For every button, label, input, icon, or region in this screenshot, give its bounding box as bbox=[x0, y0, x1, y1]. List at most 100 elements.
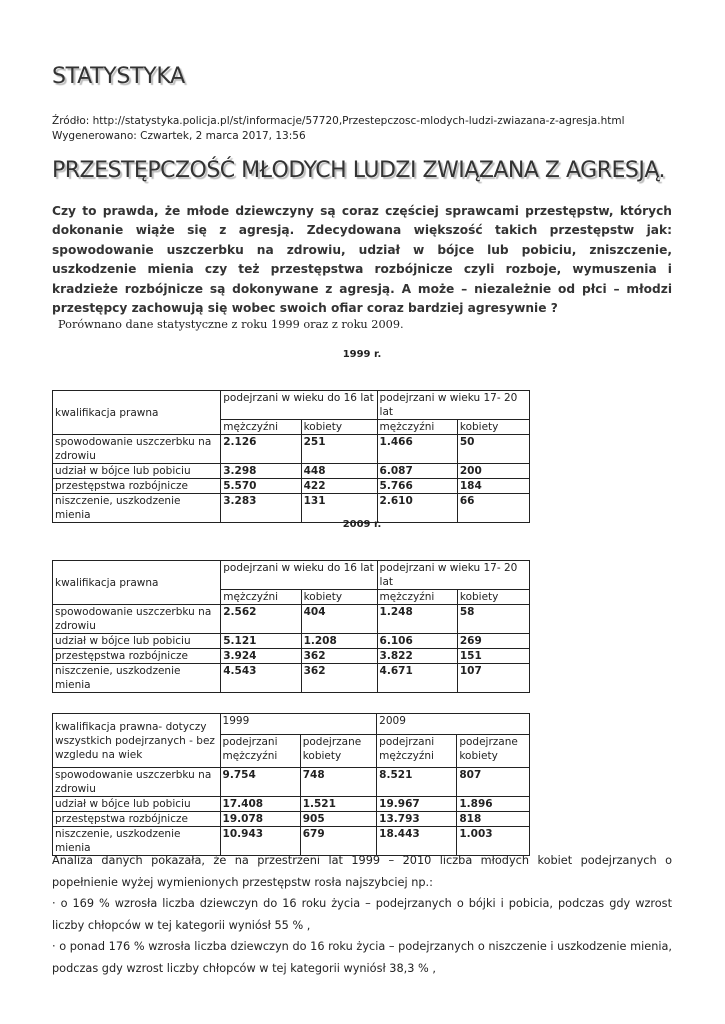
header-subcolumn: mężczyźni bbox=[220, 419, 302, 435]
analysis-paragraph: Analiza danych pokazała, że na przestrze… bbox=[52, 854, 672, 889]
header-label: kwalifikacja prawna- dotyczy wszystkich … bbox=[52, 713, 221, 768]
header-row: kwalifikacja prawna podejrzani w wieku d… bbox=[51, 560, 531, 605]
analysis-bullet: · o 169 % wzrosła liczba dziewczyn do 16… bbox=[52, 897, 672, 932]
table-cell-value: 251 bbox=[300, 434, 378, 464]
table-cell-value: 1.466 bbox=[376, 434, 458, 464]
header-group: podejrzani w wieku do 16 lat bbox=[220, 560, 378, 590]
table-cell-value: 9.754 bbox=[219, 767, 301, 797]
table-cell-label: udział w bójce lub pobiciu bbox=[51, 633, 222, 649]
header-subcolumn: mężczyźni bbox=[376, 589, 458, 605]
comparison-note: Porównano dane statystyczne z roku 1999 … bbox=[58, 318, 404, 331]
table-row: niszczenie, uszkodzenie mienia 10.943 679 1… bbox=[52, 826, 530, 856]
table-cell-value: 10.943 bbox=[219, 826, 301, 856]
table-cell-value: 5.766 bbox=[376, 478, 458, 494]
site-title: STATYSTYKA bbox=[52, 64, 185, 89]
article-title: PRZESTĘPCZOŚĆ MŁODYCH LUDZI ZWIĄZANA Z A… bbox=[52, 158, 666, 183]
table-cell-value: 269 bbox=[456, 633, 531, 649]
header-label: kwalifikacja prawna bbox=[51, 560, 222, 605]
table-row: udział w bójce lub pobiciu 3.298 448 6.087 2… bbox=[51, 463, 531, 479]
table-cell-value: 50 bbox=[456, 434, 531, 464]
table-cell-value: 2.562 bbox=[220, 604, 302, 634]
table-cell-value: 107 bbox=[456, 663, 531, 693]
table-cell-value: 1.208 bbox=[300, 633, 378, 649]
table-cell-value: 3.822 bbox=[376, 648, 458, 664]
header-row: podejrzani mężczyźni podejrzane kobiety po… bbox=[53, 734, 530, 768]
table-cell-value: 3.924 bbox=[220, 648, 302, 664]
header-group: podejrzani w wieku do 16 lat bbox=[220, 390, 378, 420]
header-subcolumn: podejrzane kobiety bbox=[299, 734, 378, 768]
source-line: Źródło: http://statystyka.policja.pl/st/… bbox=[52, 115, 625, 127]
header-subcolumn: podejrzani mężczyźni bbox=[219, 734, 301, 768]
header-subcolumn: podejrzane kobiety bbox=[456, 734, 530, 768]
table-cell-label: przestępstwa rozbójnicze bbox=[52, 811, 221, 827]
table-cell-value: 13.793 bbox=[376, 811, 458, 827]
table-cell-label: spowodowanie uszczerbku na zdrowiu bbox=[51, 434, 222, 464]
lead-paragraph: Czy to prawda, że młode dziewczyny są co… bbox=[52, 204, 672, 316]
table-cell-value: 362 bbox=[300, 648, 378, 664]
table-row: niszczenie, uszkodzenie mienia 4.543 362 4.… bbox=[51, 663, 531, 693]
header-subcolumn: mężczyźni bbox=[220, 589, 302, 605]
header-subcolumn: podejrzani mężczyźni bbox=[376, 734, 458, 768]
table-cell-value: 404 bbox=[300, 604, 378, 634]
table-cell-value: 1.248 bbox=[376, 604, 458, 634]
table-cell-value: 5.121 bbox=[220, 633, 302, 649]
table-cell-value: 2.610 bbox=[376, 493, 458, 523]
table-row: niszczenie, uszkodzenie mienia 3.283 131 2.… bbox=[51, 493, 531, 523]
table-cell-value: 184 bbox=[456, 478, 531, 494]
table-cell-label: udział w bójce lub pobiciu bbox=[52, 796, 221, 812]
table-cell-value: 4.671 bbox=[376, 663, 458, 693]
table-cell-label: spowodowanie uszczerbku na zdrowiu bbox=[51, 604, 222, 634]
table-cell-label: spowodowanie uszczerbku na zdrowiu bbox=[52, 767, 221, 797]
header-group: podejrzani w wieku 17- 20 lat bbox=[376, 560, 531, 590]
table-cell-label: niszczenie, uszkodzenie mienia bbox=[51, 493, 222, 523]
table-cell-value: 19.078 bbox=[219, 811, 301, 827]
table-cell-value: 422 bbox=[300, 478, 378, 494]
table-cell-value: 807 bbox=[456, 767, 530, 797]
table-row: przestępstwa rozbójnicze 19.078 905 13.793 8… bbox=[52, 811, 530, 827]
table-cell-value: 362 bbox=[300, 663, 378, 693]
table-totals: kwalifikacja prawna- dotyczy wszystkich … bbox=[52, 713, 530, 856]
table-cell-value: 3.298 bbox=[220, 463, 302, 479]
table-row: przestępstwa rozbójnicze 5.570 422 5.766 184 bbox=[51, 478, 531, 494]
header-group: 1999 bbox=[219, 713, 378, 735]
table-cell-value: 17.408 bbox=[219, 796, 301, 812]
table-cell-value: 6.087 bbox=[376, 463, 458, 479]
table-cell-value: 66 bbox=[456, 493, 531, 523]
header-subcolumn: kobiety bbox=[456, 419, 531, 435]
header-row: kwalifikacja prawna- dotyczy wszystkich … bbox=[52, 713, 530, 768]
table-row: spowodowanie uszczerbku na zdrowiu 2.562 4… bbox=[51, 604, 531, 634]
generated-line: Wygenerowano: Czwartek, 2 marca 2017, 13… bbox=[52, 130, 306, 142]
header-subcolumn: kobiety bbox=[456, 589, 531, 605]
header-row: kwalifikacja prawna podejrzani w wieku d… bbox=[51, 390, 531, 435]
header-group: 2009 bbox=[376, 713, 530, 735]
table-cell-value: 5.570 bbox=[220, 478, 302, 494]
header-row: mężczyźni kobiety mężczyźni kobiety bbox=[53, 589, 531, 605]
table-cell-label: niszczenie, uszkodzenie mienia bbox=[51, 663, 222, 693]
year-heading-2009: 2009 r. bbox=[342, 519, 382, 530]
table-cell-value: 19.967 bbox=[376, 796, 458, 812]
table-cell-value: 448 bbox=[300, 463, 378, 479]
table-cell-value: 6.106 bbox=[376, 633, 458, 649]
table-cell-value: 2.126 bbox=[220, 434, 302, 464]
table-cell-value: 679 bbox=[299, 826, 378, 856]
analysis: Analiza danych pokazała, że na przestrze… bbox=[52, 850, 672, 979]
table-row: spowodowanie uszczerbku na zdrowiu 9.754 7… bbox=[52, 767, 530, 797]
table-2009: kwalifikacja prawna podejrzani w wieku d… bbox=[51, 560, 531, 693]
table-cell-label: przestępstwa rozbójnicze bbox=[51, 648, 222, 664]
table-row: udział w bójce lub pobiciu 17.408 1.521 19.… bbox=[52, 796, 530, 812]
meta-info: Źródło: http://statystyka.policja.pl/st/… bbox=[52, 114, 625, 144]
analysis-bullet: · o ponad 176 % wzrosła liczba dziewczyn… bbox=[52, 940, 672, 975]
table-cell-value: 58 bbox=[456, 604, 531, 634]
table-cell-value: 1.521 bbox=[299, 796, 378, 812]
table-cell-value: 151 bbox=[456, 648, 531, 664]
table-cell-value: 4.543 bbox=[220, 663, 302, 693]
table-cell-value: 18.443 bbox=[376, 826, 458, 856]
table-cell-value: 1.003 bbox=[456, 826, 530, 856]
table-cell-value: 818 bbox=[456, 811, 530, 827]
header-subcolumn: mężczyźni bbox=[376, 419, 458, 435]
header-subcolumn: kobiety bbox=[300, 419, 378, 435]
table-cell-value: 3.283 bbox=[220, 493, 302, 523]
table-cell-value: 1.896 bbox=[456, 796, 530, 812]
table-cell-label: udział w bójce lub pobiciu bbox=[51, 463, 222, 479]
table-cell-value: 131 bbox=[300, 493, 378, 523]
